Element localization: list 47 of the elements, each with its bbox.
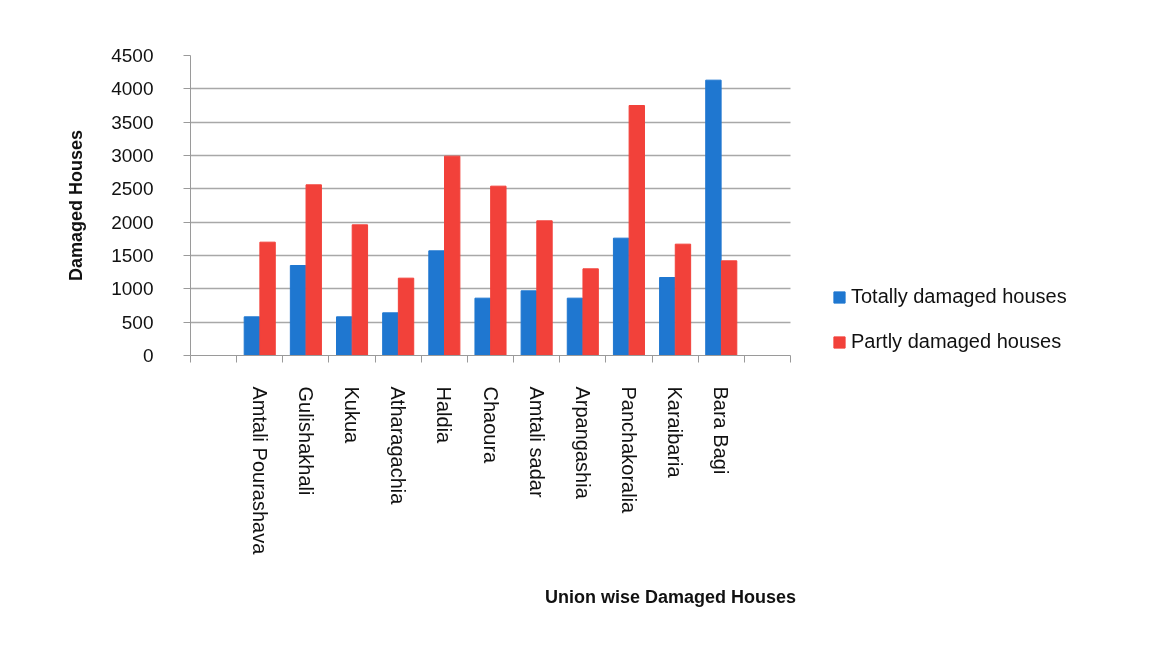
x-tick-label: Haldia xyxy=(433,386,456,445)
y-tick-label: 3500 xyxy=(111,111,154,133)
bar xyxy=(397,277,415,356)
y-tick-label: 0 xyxy=(142,345,154,366)
x-tick-label: Gulishakhali xyxy=(294,386,317,496)
bar xyxy=(259,241,276,356)
bar xyxy=(289,265,307,356)
bar xyxy=(474,297,491,356)
legend-label: Totally damaged houses xyxy=(851,285,1067,308)
bar xyxy=(582,268,599,356)
bar xyxy=(490,185,507,356)
x-tick-label: Panchakoralia xyxy=(617,386,640,515)
bar xyxy=(674,243,692,356)
x-tick-label: Bara Bagi xyxy=(710,386,733,475)
y-tick-label: 1000 xyxy=(111,278,154,300)
bar xyxy=(628,105,645,356)
y-axis-title: Damaged Houses xyxy=(66,129,87,282)
bar xyxy=(720,260,738,356)
legend-label: Partly damaged houses xyxy=(851,330,1062,353)
x-axis-title: Union wise Damaged Houses xyxy=(544,587,797,608)
x-tick-label: Chaoura xyxy=(479,386,502,465)
bar xyxy=(444,155,461,356)
bar xyxy=(566,297,584,356)
y-tick-label: 4000 xyxy=(111,78,154,100)
x-tick-label: Karaibaria xyxy=(664,386,687,479)
y-tick-label: 1500 xyxy=(111,245,154,266)
x-tick-label: Amtali Pourashava xyxy=(248,386,271,556)
bar xyxy=(536,220,553,356)
x-tick-label: Amtali sadar xyxy=(525,386,548,498)
bar xyxy=(243,316,261,356)
y-tick-label: 2500 xyxy=(111,178,154,200)
x-tick-label: Kukua xyxy=(341,386,364,445)
bar xyxy=(305,184,322,356)
bar xyxy=(428,250,445,356)
bar xyxy=(336,316,353,356)
y-tick-label: 2000 xyxy=(111,211,154,233)
bar xyxy=(705,79,722,356)
bar xyxy=(520,290,537,356)
x-tick-label: Arpangashia xyxy=(571,386,594,500)
y-tick-label: 4500 xyxy=(111,45,154,66)
y-tick-label: 3000 xyxy=(111,145,154,166)
bar xyxy=(612,237,630,356)
y-tick-label: 500 xyxy=(121,311,154,333)
x-tick-label: Atharagachia xyxy=(387,386,410,506)
bar xyxy=(659,277,676,356)
bar xyxy=(351,224,369,356)
bar xyxy=(382,312,399,356)
